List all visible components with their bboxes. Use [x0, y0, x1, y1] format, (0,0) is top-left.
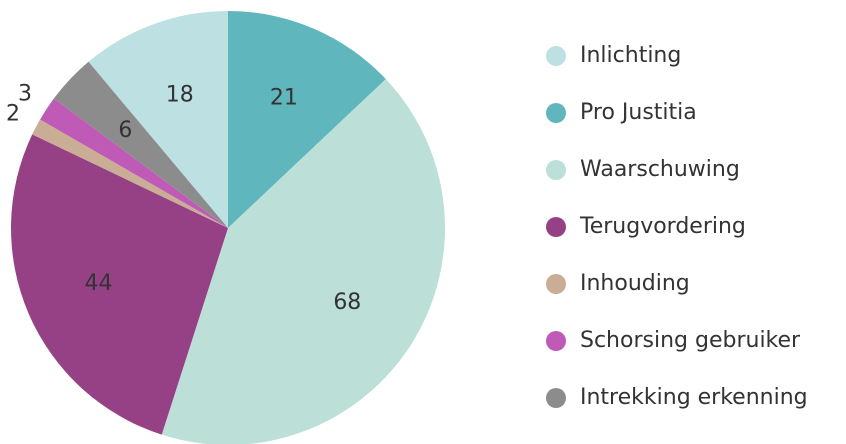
legend-label: Inlichting	[580, 43, 681, 68]
legend-swatch	[546, 388, 566, 408]
legend-label: Waarschuwing	[580, 157, 740, 182]
legend-swatch	[546, 103, 566, 123]
pie-slice	[32, 119, 228, 228]
pie-slice	[88, 11, 228, 228]
legend-swatch	[546, 160, 566, 180]
pie-slice	[40, 98, 229, 228]
legend-swatch	[546, 46, 566, 66]
legend-label: Pro Justitia	[580, 100, 697, 125]
data-label: 18	[166, 82, 194, 107]
data-label: 44	[84, 271, 112, 296]
data-label: 3	[18, 81, 32, 106]
pie-slice	[228, 11, 386, 228]
legend-label: Schorsing gebruiker	[580, 328, 801, 353]
legend-swatch	[546, 274, 566, 294]
data-label: 68	[333, 290, 361, 315]
pie-slice	[10, 134, 229, 435]
pie-slice	[53, 61, 228, 228]
legend-label: Terugvordering	[579, 214, 746, 239]
legend-swatch	[546, 331, 566, 351]
legend-label: Intrekking erkenning	[580, 385, 808, 410]
data-label: 21	[270, 85, 298, 110]
legend-swatch	[546, 217, 566, 237]
data-label: 2	[6, 102, 20, 127]
data-label: 6	[118, 118, 132, 143]
pie-slice	[161, 79, 445, 444]
legend-label: Inhouding	[580, 271, 690, 296]
